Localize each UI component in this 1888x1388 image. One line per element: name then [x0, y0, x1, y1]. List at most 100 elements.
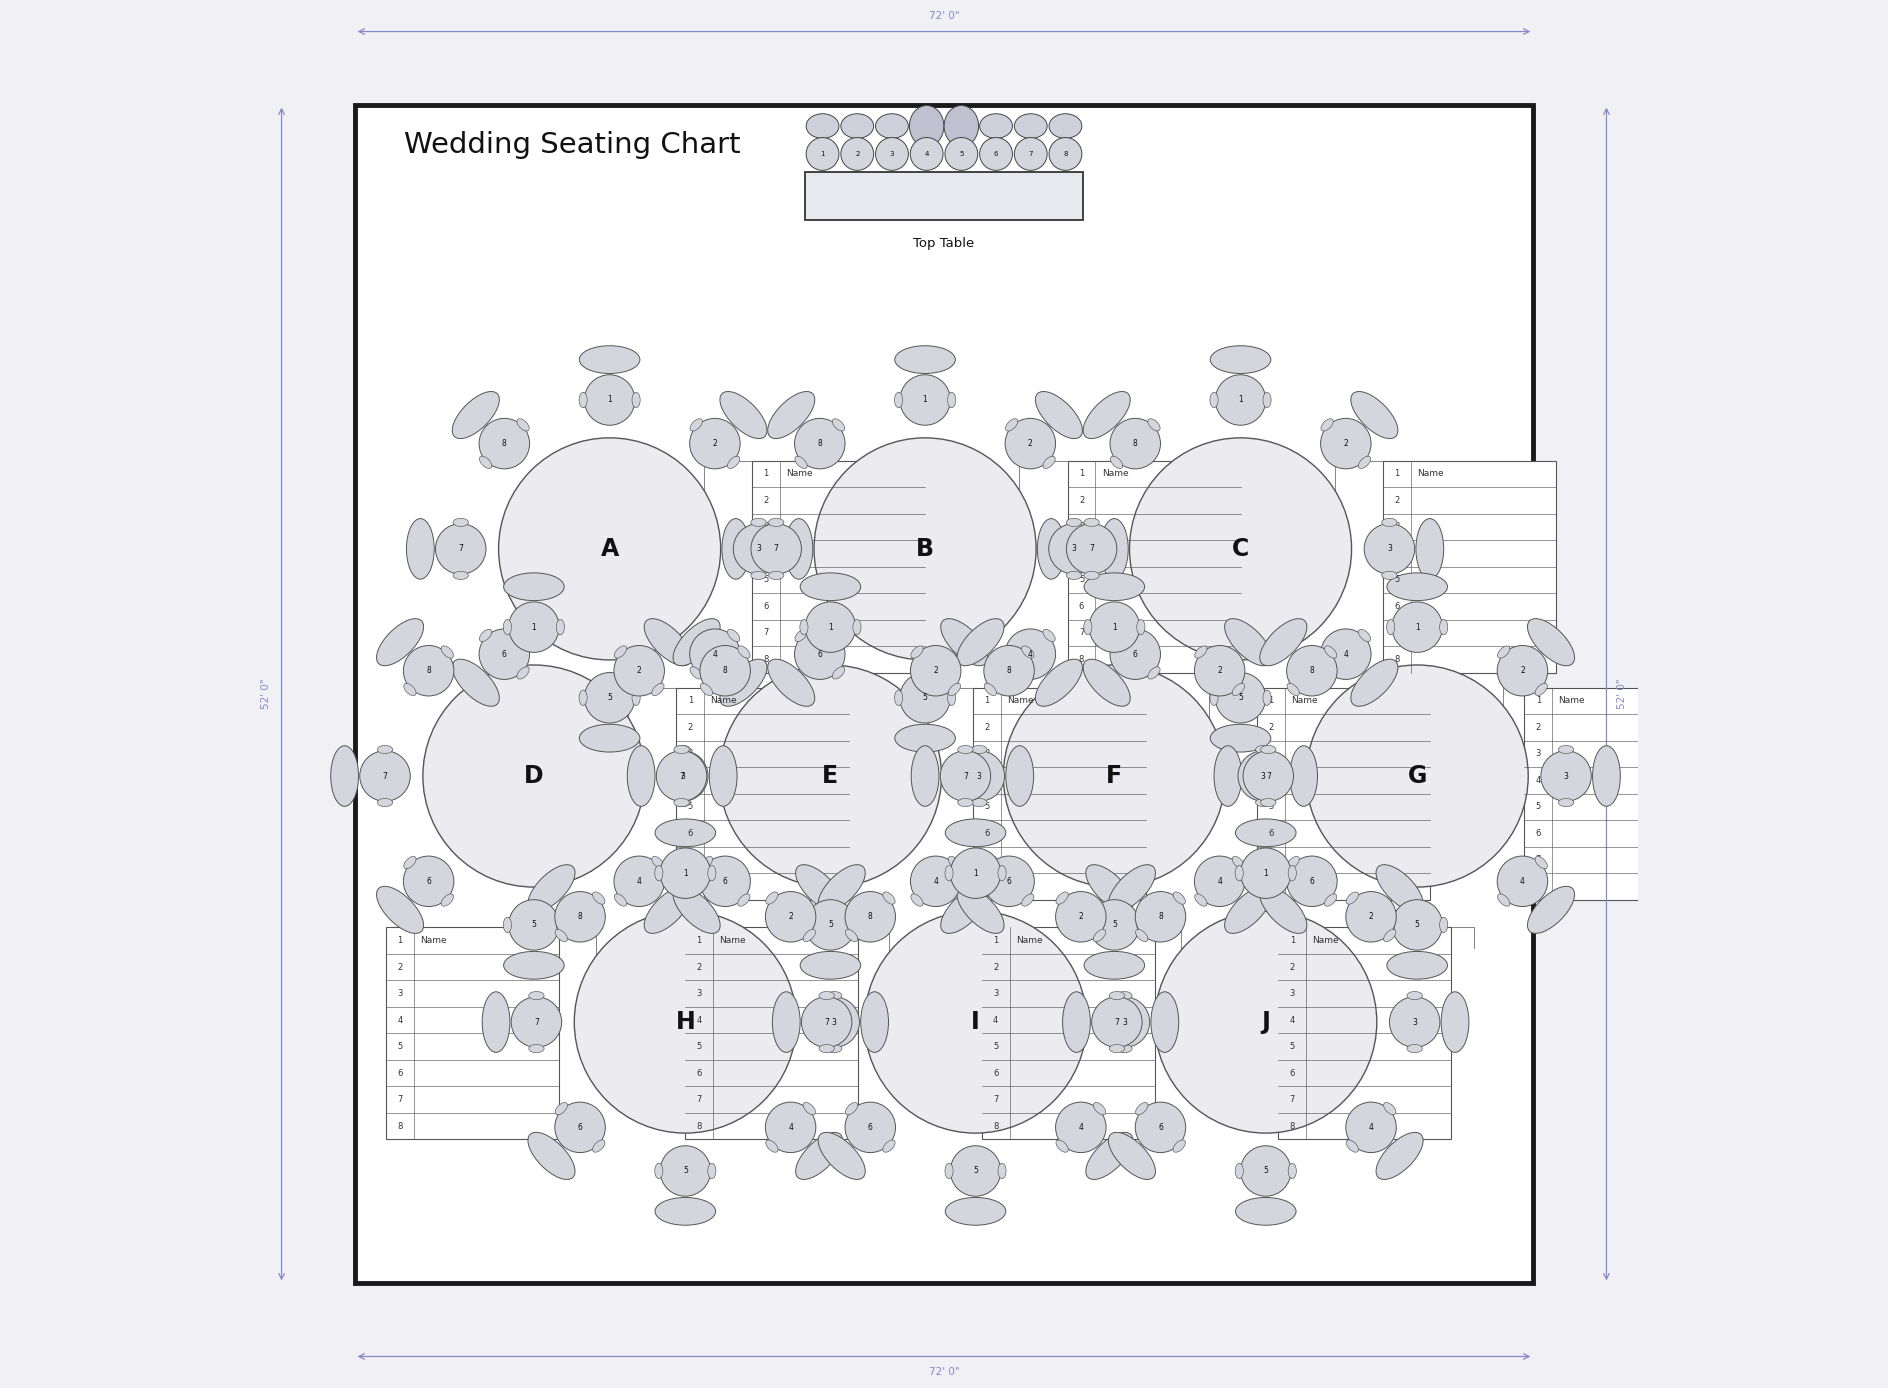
- Circle shape: [846, 891, 895, 942]
- Text: 5: 5: [923, 693, 927, 702]
- Text: 8: 8: [1535, 881, 1541, 891]
- Ellipse shape: [1235, 819, 1295, 847]
- Ellipse shape: [772, 992, 801, 1052]
- Ellipse shape: [1225, 619, 1273, 666]
- Ellipse shape: [1350, 659, 1397, 706]
- Ellipse shape: [946, 866, 953, 881]
- Ellipse shape: [972, 745, 987, 754]
- Text: 7: 7: [774, 544, 778, 554]
- Ellipse shape: [957, 619, 1004, 666]
- Ellipse shape: [1357, 629, 1371, 641]
- Ellipse shape: [768, 391, 816, 439]
- Text: 2: 2: [763, 496, 768, 505]
- Circle shape: [950, 1145, 1001, 1196]
- Ellipse shape: [795, 629, 808, 641]
- Text: 8: 8: [1395, 655, 1399, 663]
- Text: 3: 3: [833, 1017, 836, 1027]
- Text: D: D: [525, 763, 544, 788]
- Ellipse shape: [1195, 645, 1206, 658]
- Text: 2: 2: [993, 963, 999, 972]
- Text: Name: Name: [1312, 936, 1339, 945]
- Ellipse shape: [1386, 619, 1395, 634]
- Text: J: J: [1261, 1010, 1271, 1034]
- Ellipse shape: [1042, 629, 1055, 641]
- Ellipse shape: [689, 419, 702, 432]
- Ellipse shape: [453, 572, 468, 579]
- Ellipse shape: [655, 866, 663, 881]
- Text: 3: 3: [1261, 772, 1265, 780]
- Ellipse shape: [802, 1102, 816, 1115]
- Text: 3: 3: [755, 544, 761, 554]
- Circle shape: [700, 856, 750, 906]
- Text: 3: 3: [1269, 750, 1274, 758]
- Ellipse shape: [1035, 659, 1082, 706]
- Text: 1: 1: [1078, 469, 1084, 479]
- Ellipse shape: [1233, 856, 1244, 869]
- Text: 4: 4: [1078, 1123, 1084, 1131]
- Ellipse shape: [957, 798, 972, 806]
- Text: 7: 7: [993, 1095, 999, 1105]
- Ellipse shape: [840, 114, 874, 139]
- Circle shape: [765, 891, 816, 942]
- Text: 7: 7: [963, 772, 969, 780]
- Text: 7: 7: [1290, 1095, 1295, 1105]
- Circle shape: [1320, 629, 1371, 679]
- Circle shape: [804, 602, 855, 652]
- Ellipse shape: [674, 745, 689, 754]
- Text: 4: 4: [984, 776, 989, 786]
- Text: 8: 8: [1290, 1122, 1295, 1131]
- Circle shape: [661, 848, 710, 898]
- Text: 4: 4: [1344, 650, 1348, 659]
- Text: 1: 1: [1290, 936, 1295, 945]
- Text: 4: 4: [925, 151, 929, 157]
- Ellipse shape: [1101, 519, 1129, 579]
- Text: Name: Name: [421, 936, 447, 945]
- Text: 8: 8: [1133, 439, 1138, 448]
- Circle shape: [840, 137, 874, 171]
- Ellipse shape: [689, 666, 702, 679]
- Text: 7: 7: [1269, 855, 1274, 865]
- Circle shape: [1067, 523, 1118, 575]
- Ellipse shape: [1086, 865, 1133, 912]
- Ellipse shape: [818, 1133, 865, 1180]
- Circle shape: [661, 1145, 710, 1196]
- Ellipse shape: [948, 683, 961, 695]
- Ellipse shape: [795, 457, 808, 469]
- Ellipse shape: [1558, 745, 1575, 754]
- Text: 3: 3: [976, 772, 982, 780]
- Text: 6: 6: [427, 877, 430, 886]
- Text: 7: 7: [825, 1017, 829, 1027]
- Ellipse shape: [946, 1163, 953, 1178]
- Ellipse shape: [1214, 745, 1242, 806]
- Text: 7: 7: [1089, 544, 1093, 554]
- Text: 3: 3: [993, 990, 999, 998]
- Circle shape: [808, 997, 859, 1048]
- Text: 3: 3: [1563, 772, 1569, 780]
- Ellipse shape: [1148, 419, 1159, 432]
- Circle shape: [1216, 375, 1265, 425]
- Text: 5: 5: [683, 1166, 687, 1176]
- Ellipse shape: [1527, 887, 1575, 933]
- Ellipse shape: [912, 745, 938, 806]
- Ellipse shape: [1110, 629, 1123, 641]
- Text: 2: 2: [697, 963, 702, 972]
- Circle shape: [436, 523, 485, 575]
- Circle shape: [1055, 891, 1106, 942]
- Ellipse shape: [1382, 572, 1397, 579]
- Text: 4: 4: [1269, 776, 1273, 786]
- Ellipse shape: [795, 1133, 842, 1180]
- Text: H: H: [676, 1010, 695, 1034]
- Ellipse shape: [1006, 419, 1018, 432]
- Ellipse shape: [1137, 917, 1144, 933]
- Ellipse shape: [1084, 518, 1099, 526]
- Ellipse shape: [1084, 573, 1144, 601]
- Ellipse shape: [651, 856, 665, 869]
- Text: 52' 0": 52' 0": [261, 679, 272, 709]
- Circle shape: [1048, 523, 1099, 575]
- Text: 5: 5: [959, 151, 963, 157]
- Circle shape: [1391, 602, 1442, 652]
- Ellipse shape: [644, 619, 691, 666]
- Ellipse shape: [1084, 659, 1131, 706]
- Ellipse shape: [1084, 917, 1091, 933]
- Circle shape: [512, 997, 561, 1048]
